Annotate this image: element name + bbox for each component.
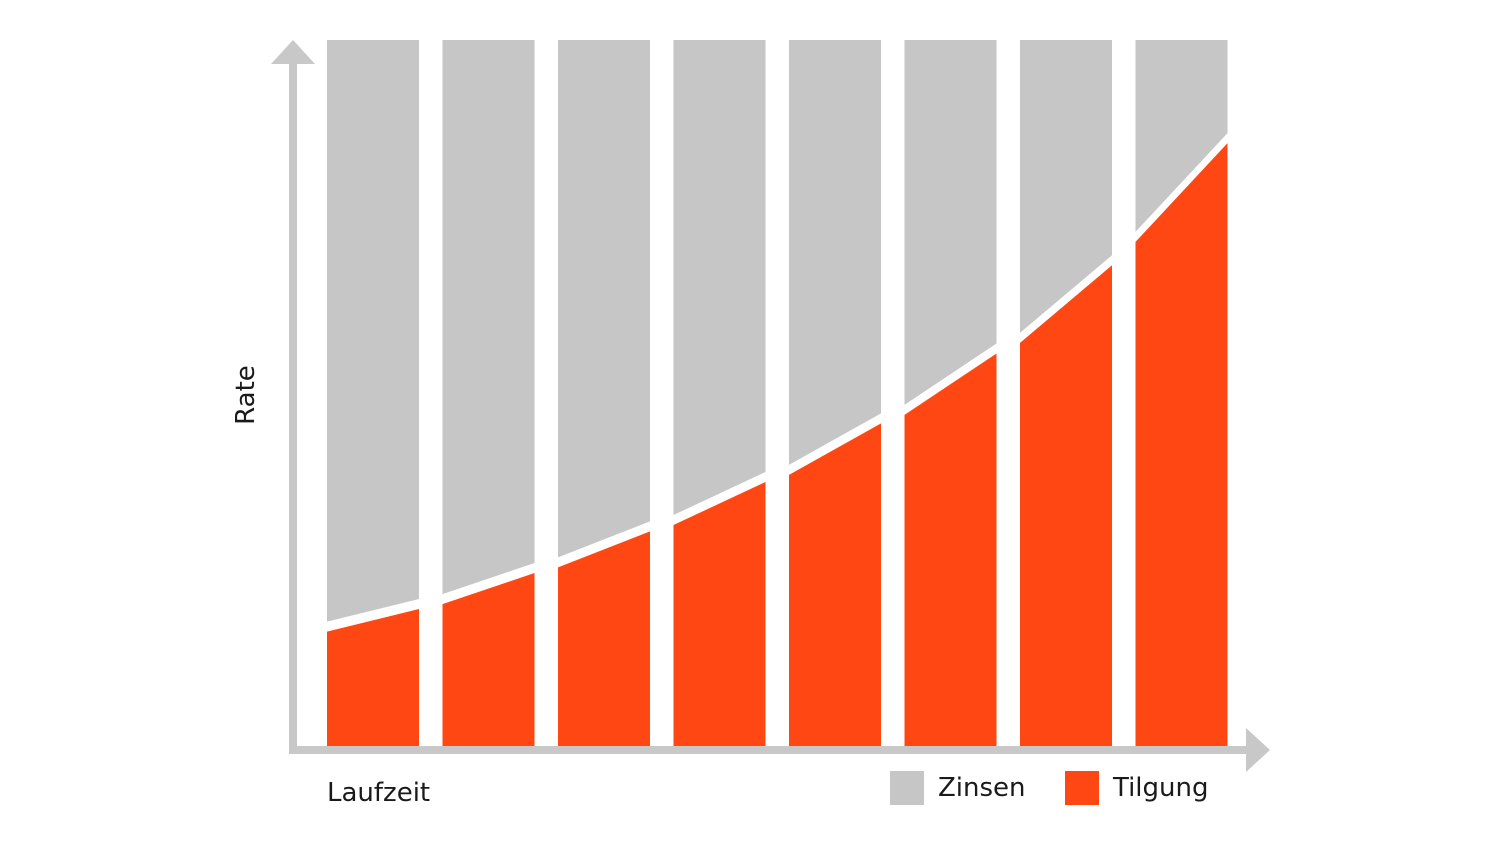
bar-zinsen-3	[558, 40, 650, 558]
legend-label-tilgung: Tilgung	[1113, 773, 1209, 803]
bar-tilgung-2	[442, 573, 535, 746]
legend-swatch-zinsen	[890, 771, 924, 805]
axes-group	[271, 40, 1270, 772]
legend-item-zinsen: Zinsen	[890, 771, 1026, 805]
x-axis-arrow	[1246, 728, 1270, 772]
y-axis-arrow	[271, 40, 315, 64]
y-axis-label: Rate	[231, 365, 261, 425]
bars-group	[327, 40, 1228, 747]
bar-zinsen-5	[789, 40, 881, 465]
legend-item-tilgung: Tilgung	[1065, 771, 1209, 805]
bar-tilgung-1	[327, 609, 419, 746]
bar-tilgung-8	[1135, 143, 1228, 747]
bar-tilgung-5	[789, 423, 881, 746]
bar-zinsen-8	[1135, 40, 1228, 232]
bar-zinsen-4	[673, 40, 766, 516]
legend-label-zinsen: Zinsen	[938, 773, 1026, 803]
bar-tilgung-6	[904, 353, 997, 746]
bar-zinsen-1	[327, 40, 419, 622]
bar-tilgung-3	[558, 531, 650, 746]
bar-tilgung-7	[1020, 265, 1112, 746]
x-axis-label: Laufzeit	[327, 778, 431, 808]
bar-zinsen-7	[1020, 40, 1112, 333]
legend-swatch-tilgung	[1065, 771, 1099, 805]
bar-zinsen-2	[442, 40, 535, 595]
bar-tilgung-4	[673, 481, 766, 746]
bar-zinsen-6	[904, 40, 997, 405]
